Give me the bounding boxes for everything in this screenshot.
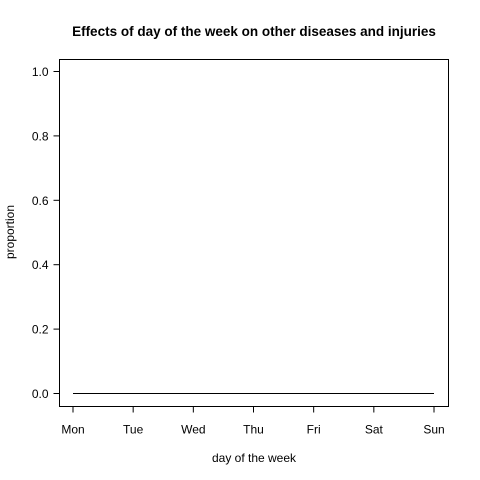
chart-title: Effects of day of the week on other dise… — [72, 24, 436, 39]
plot-area-frame — [59, 59, 449, 407]
y-tick-label: 1.0 — [32, 65, 49, 79]
x-axis-label: day of the week — [212, 451, 297, 465]
x-tick-label: Thu — [243, 423, 264, 437]
x-tick-label: Tue — [123, 423, 144, 437]
y-tick-label: 0.8 — [32, 129, 49, 143]
y-tick-label: 0.2 — [32, 323, 49, 337]
x-tick-label: Wed — [181, 423, 205, 437]
x-tick-label: Sat — [365, 423, 384, 437]
y-tick-label: 0.4 — [32, 258, 49, 272]
x-tick-label: Mon — [61, 423, 84, 437]
y-axis: 0.0 0.2 0.4 0.6 0.8 1.0 — [32, 65, 60, 401]
x-tick-label: Sun — [423, 423, 444, 437]
x-tick-label: Fri — [307, 423, 321, 437]
x-axis: Mon Tue Wed Thu Fri Sat Sun — [61, 406, 445, 437]
y-axis-label: proportion — [3, 205, 17, 259]
y-tick-label: 0.6 — [32, 194, 49, 208]
y-tick-label: 0.0 — [32, 387, 49, 401]
